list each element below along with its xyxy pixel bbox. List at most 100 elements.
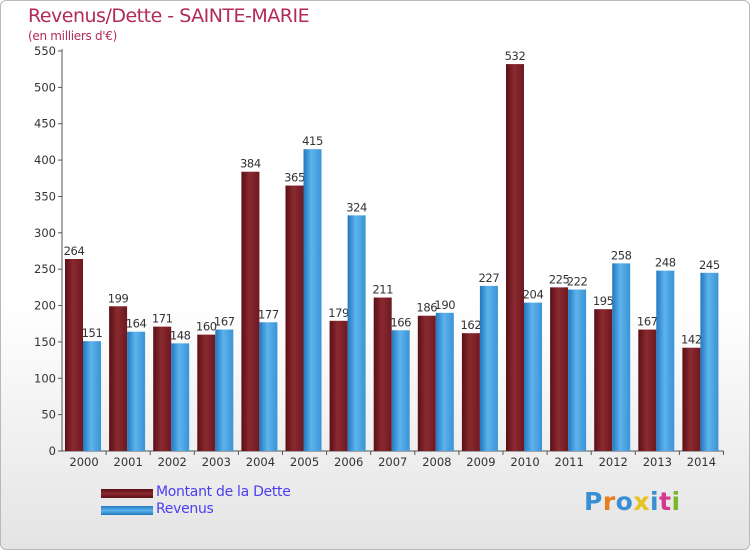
y-tick-label: 400 [34, 153, 56, 167]
bar-dette [638, 329, 657, 451]
legend-label-dette: Montant de la Dette [156, 484, 291, 500]
bar-revenus [215, 329, 234, 451]
data-label: 245 [699, 258, 720, 272]
data-label: 142 [681, 333, 702, 347]
y-tick-label: 100 [34, 371, 56, 385]
logo-letter: t [659, 487, 672, 516]
x-tick-label: 2012 [599, 455, 628, 469]
x-tick-label: 2001 [114, 455, 143, 469]
x-tick-label: 2009 [466, 455, 495, 469]
data-label: 211 [372, 283, 393, 297]
data-label: 160 [196, 320, 217, 334]
bar-revenus [568, 289, 587, 451]
y-tick-label: 500 [34, 80, 56, 94]
x-tick-label: 2003 [202, 455, 231, 469]
chart-subtitle: (en milliers d'€) [28, 29, 118, 43]
y-tick-label: 300 [34, 226, 56, 240]
bar-dette [682, 347, 701, 451]
bar-dette [153, 326, 172, 451]
logo-letter: o [615, 487, 634, 516]
data-label: 227 [479, 271, 500, 285]
bar-revenus [700, 272, 719, 451]
data-label: 225 [549, 272, 570, 286]
data-label: 324 [346, 200, 367, 214]
bar-dette [241, 171, 260, 451]
y-tick-label: 150 [34, 335, 56, 349]
x-tick-label: 2004 [246, 455, 275, 469]
legend-label-revenus: Revenus [156, 501, 214, 517]
data-label: 166 [390, 315, 411, 329]
data-label: 162 [461, 318, 482, 332]
logo-letter: x [633, 487, 650, 516]
bar-dette [461, 333, 480, 451]
x-tick-label: 2014 [687, 455, 716, 469]
y-tick-label: 250 [34, 262, 56, 276]
legend-swatch-dette [101, 489, 153, 498]
bar-dette [65, 259, 83, 451]
bar-revenus [347, 215, 366, 451]
x-tick-label: 2011 [555, 455, 584, 469]
chart-title: Revenus/Dette - SAINTE-MARIE [28, 5, 310, 27]
x-tick-label: 2008 [422, 455, 451, 469]
x-tick-label: 2005 [290, 455, 319, 469]
x-tick-label: 2002 [158, 455, 187, 469]
data-label: 167 [637, 315, 658, 329]
bar-dette [594, 309, 613, 451]
x-tick-label: 2000 [69, 455, 98, 469]
data-label: 195 [593, 294, 614, 308]
bar-revenus [612, 263, 631, 451]
data-label: 177 [258, 307, 279, 321]
data-label: 164 [126, 317, 147, 331]
x-tick-label: 2010 [510, 455, 539, 469]
data-label: 190 [434, 298, 455, 312]
proxiti-logo: Proxiti [584, 487, 681, 516]
data-label: 171 [152, 312, 173, 326]
data-label: 148 [170, 328, 191, 342]
bar-dette [285, 185, 304, 451]
data-label: 365 [284, 171, 305, 185]
x-tick-label: 2007 [378, 455, 407, 469]
bar-dette [417, 315, 436, 451]
data-label: 415 [302, 134, 323, 148]
data-label: 532 [505, 49, 526, 63]
bar-revenus [171, 343, 190, 451]
y-tick-label: 0 [49, 444, 56, 458]
logo-letter: r [602, 487, 616, 516]
bar-revenus [259, 322, 278, 451]
bar-dette [109, 306, 128, 451]
data-label: 186 [416, 301, 437, 315]
data-label: 222 [567, 275, 588, 289]
bar-dette [373, 297, 392, 451]
bar-revenus [303, 149, 322, 451]
bar-revenus [127, 331, 146, 451]
x-tick-label: 2013 [643, 455, 672, 469]
data-label: 248 [655, 256, 676, 270]
data-label: 167 [214, 315, 235, 329]
bar-revenus [479, 285, 498, 451]
data-label: 258 [611, 248, 632, 262]
y-tick-label: 550 [34, 44, 56, 58]
bar-revenus [656, 270, 675, 451]
y-tick-label: 50 [41, 408, 56, 422]
data-label: 384 [240, 157, 261, 171]
bar-dette [506, 64, 524, 451]
y-tick-label: 450 [34, 117, 56, 131]
logo-letter: i [650, 487, 660, 516]
data-label: 264 [64, 244, 85, 258]
y-tick-label: 350 [34, 189, 56, 203]
bar-dette [329, 320, 348, 451]
data-label: 199 [108, 291, 129, 305]
bar-revenus [391, 330, 410, 451]
y-tick-label: 200 [34, 299, 56, 313]
x-tick-label: 2006 [334, 455, 363, 469]
data-label: 204 [523, 288, 544, 302]
bar-revenus [524, 302, 542, 451]
bar-revenus [83, 341, 101, 451]
bar-revenus [435, 312, 454, 451]
legend-swatch-revenus [101, 506, 153, 515]
data-label: 179 [328, 306, 349, 320]
data-label: 151 [82, 326, 103, 340]
bar-dette [550, 287, 569, 451]
